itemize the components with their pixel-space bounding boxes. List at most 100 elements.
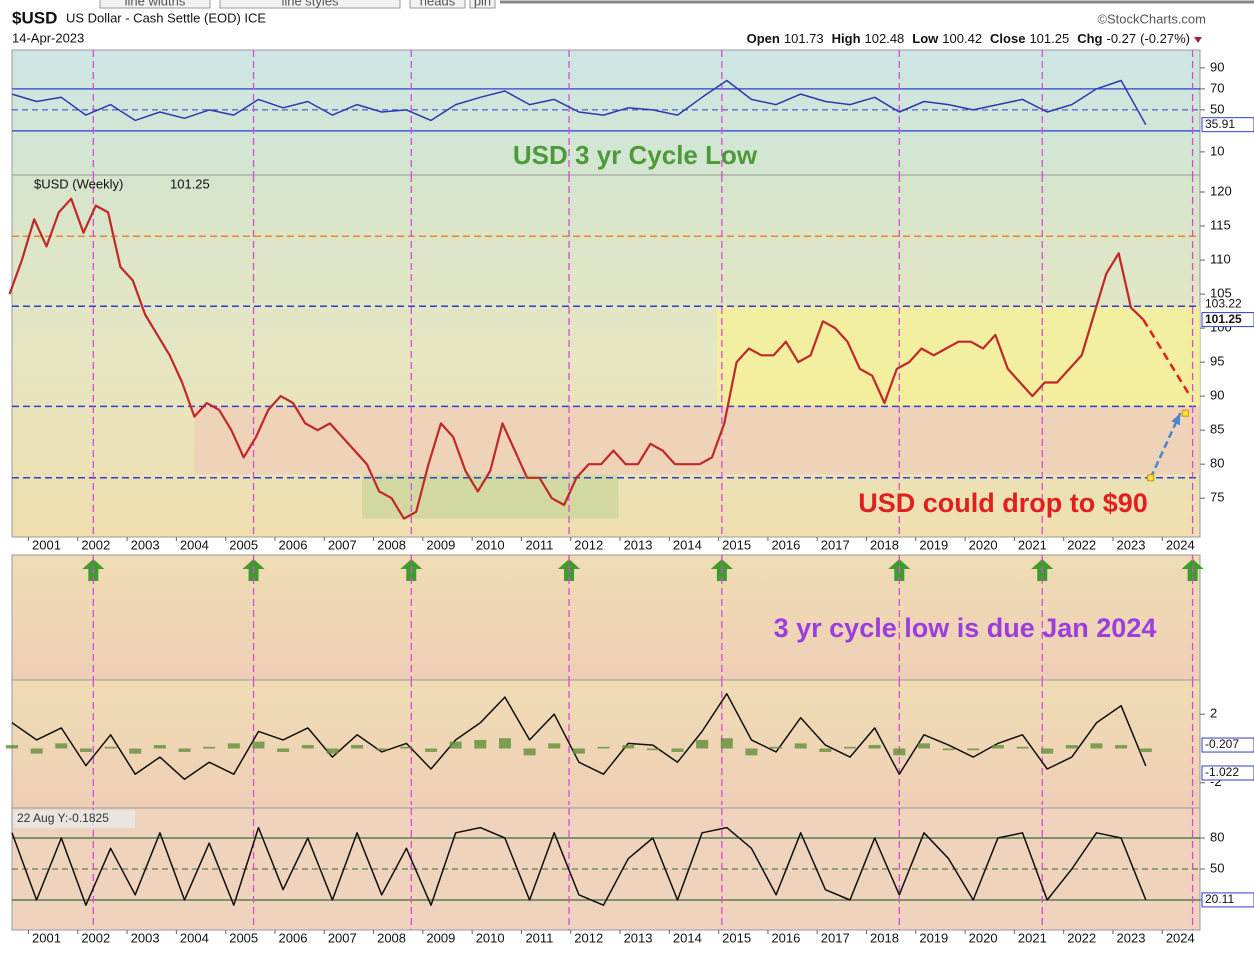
y-tick-label: 90: [1210, 59, 1224, 74]
histogram-bar: [523, 748, 536, 756]
y-tick-label: 75: [1210, 490, 1224, 505]
histogram-bar: [1139, 748, 1152, 753]
histogram-bar: [129, 748, 142, 754]
x-tick-label: 2016: [771, 930, 800, 945]
series-line: [11, 826, 1147, 906]
y-tick-label: 115: [1210, 217, 1231, 232]
readout: 22 Aug Y:-0.1825: [17, 811, 109, 825]
x-tick-label: 2013: [624, 930, 653, 945]
histogram-bar: [819, 748, 832, 752]
chg-arrow: [1194, 37, 1202, 43]
y-tick-label: 50: [1210, 101, 1224, 116]
level-label: 103.22: [1205, 296, 1242, 310]
annotation: USD could drop to $90: [858, 488, 1148, 518]
histogram-bar: [425, 748, 438, 752]
histogram-bar: [917, 743, 930, 749]
quote-label: Open: [747, 31, 780, 46]
histogram-bar: [326, 748, 339, 754]
x-tick-label: 2020: [969, 537, 998, 552]
x-tick-label: 2014: [673, 930, 702, 945]
x-tick-label: 2007: [328, 930, 357, 945]
quote-label: Chg: [1077, 31, 1102, 46]
annotation-panel: [11, 554, 1201, 681]
histogram-bar: [991, 745, 1004, 749]
x-tick-label: 2001: [32, 537, 61, 552]
histogram-bar: [375, 748, 388, 751]
instrument-name: US Dollar - Cash Settle (EOD) ICE: [66, 10, 266, 25]
x-tick-label: 2004: [180, 930, 209, 945]
x-tick-label: 2010: [476, 930, 505, 945]
histogram-bar: [351, 745, 364, 749]
last-value-box: [1201, 765, 1254, 781]
source: ©StockCharts.com: [1097, 11, 1206, 26]
y-tick-label: 105: [1210, 286, 1232, 301]
y-tick-label: 70: [1210, 80, 1224, 95]
quote-label: Close: [990, 31, 1025, 46]
histogram-bar: [770, 746, 783, 749]
macd-panel: [11, 679, 1201, 809]
x-tick-label: 2024: [1166, 930, 1195, 945]
tab[interactable]: [469, 0, 496, 9]
histogram-bar: [720, 738, 733, 749]
arrow-line: [1149, 412, 1182, 479]
x-tick-label: 2008: [377, 537, 406, 552]
last-value-label: 101.25: [1205, 312, 1242, 326]
histogram-bar: [203, 746, 216, 749]
series-line: [8, 197, 1145, 520]
x-tick-label: 2021: [1018, 537, 1047, 552]
histogram-bar: [1090, 743, 1103, 749]
x-tick-label: 2003: [131, 537, 160, 552]
x-tick-label: 2002: [81, 930, 110, 945]
histogram-bar: [474, 739, 487, 749]
x-tick-label: 2012: [574, 930, 603, 945]
x-tick-label: 2004: [180, 537, 209, 552]
tab-label: pin: [474, 0, 491, 8]
quote-value: 100.42: [942, 31, 982, 46]
y-tick-label: 110: [1210, 251, 1231, 266]
last-value-box: [1201, 312, 1254, 328]
histogram-bar: [671, 748, 684, 752]
last-value-label: 20.11: [1205, 892, 1234, 906]
histogram-bar: [79, 748, 92, 752]
histogram-bar: [942, 748, 955, 751]
x-tick-label: 2022: [1067, 930, 1096, 945]
x-tick-label: 2023: [1117, 537, 1146, 552]
histogram-bar: [622, 745, 635, 749]
y-tick-label: 50: [1210, 860, 1224, 875]
x-tick-label: 2005: [229, 537, 258, 552]
y-tick-label: 80: [1210, 456, 1224, 471]
last-value-label: -0.207: [1205, 737, 1239, 751]
histogram-bar: [153, 745, 166, 749]
arrow-handle: [1147, 474, 1155, 482]
x-tick-label: 2009: [426, 930, 455, 945]
histogram-bar: [400, 746, 413, 749]
x-tick-label: 2018: [870, 537, 899, 552]
tab[interactable]: [219, 0, 401, 9]
y-tick-label: 85: [1210, 422, 1224, 437]
x-tick-label: 2024: [1166, 537, 1195, 552]
x-tick-label: 2005: [229, 930, 258, 945]
x-tick-label: 2022: [1067, 537, 1096, 552]
y-tick-label: 95: [1210, 354, 1224, 369]
histogram-bar: [301, 745, 314, 749]
legend-symbol: $USD (Weekly): [34, 176, 123, 191]
x-tick-label: 2003: [131, 930, 160, 945]
x-tick-label: 2014: [673, 537, 702, 552]
last-value-box: [1201, 892, 1254, 908]
x-tick-label: 2021: [1018, 930, 1047, 945]
zone: [716, 306, 1200, 407]
histogram-bar: [30, 748, 43, 754]
x-tick-label: 2006: [279, 930, 308, 945]
x-tick-label: 2009: [426, 537, 455, 552]
quote-value: 102.48: [865, 31, 905, 46]
y-tick-label: 120: [1210, 183, 1232, 198]
tab[interactable]: [99, 0, 211, 9]
x-tick-label: 2011: [525, 537, 553, 552]
quote-value: 101.25: [1029, 31, 1069, 46]
legend-value: 101.25: [170, 176, 210, 191]
histogram-bar: [794, 743, 807, 749]
histogram-bar: [227, 743, 240, 749]
tab[interactable]: [409, 0, 466, 9]
x-tick-label: 2015: [722, 930, 751, 945]
